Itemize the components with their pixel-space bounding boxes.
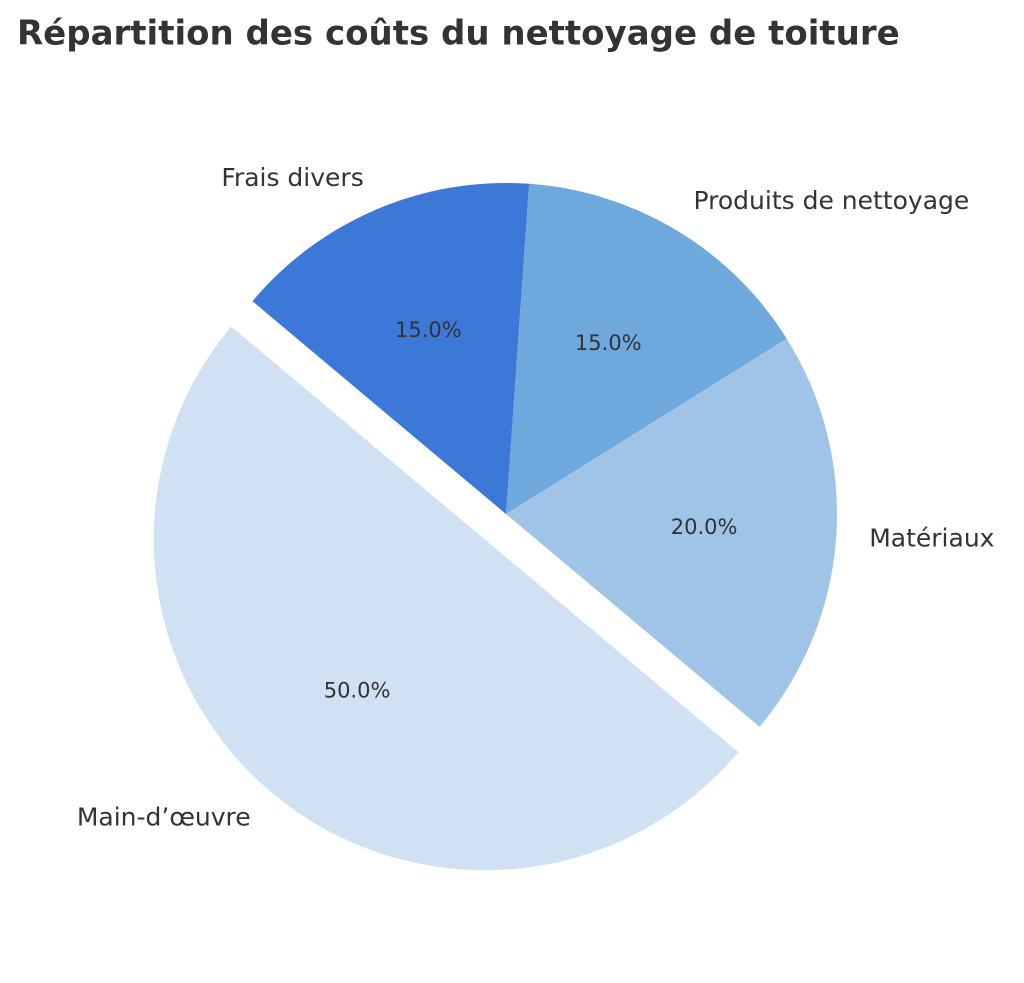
pie-slice [153, 326, 739, 871]
chart-title: Répartition des coûts du nettoyage de to… [17, 14, 900, 54]
value-label: 20.0% [671, 515, 738, 539]
value-label: 15.0% [575, 331, 642, 355]
value-label: 50.0% [324, 678, 391, 702]
value-label: 15.0% [395, 318, 462, 342]
pie-slice [506, 183, 787, 514]
slice-label: Produits de nettoyage [694, 186, 970, 215]
slice-label: Matériaux [869, 523, 994, 552]
slice-label: Main-d’œuvre [77, 802, 251, 831]
pie-slice [252, 182, 530, 514]
slice-label: Frais divers [221, 163, 363, 192]
pie-slice [506, 338, 838, 727]
